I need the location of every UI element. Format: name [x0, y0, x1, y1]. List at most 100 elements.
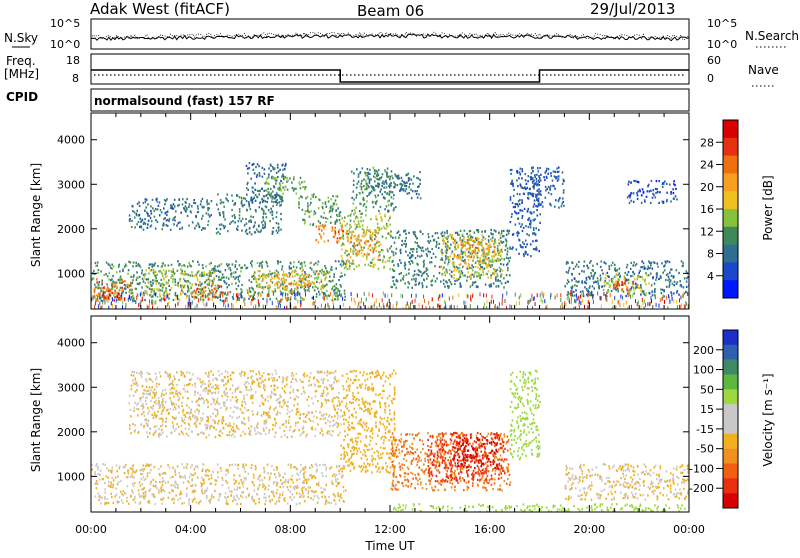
data-cell — [478, 263, 480, 265]
data-cell — [196, 288, 198, 290]
data-cell — [171, 271, 173, 273]
data-cell — [117, 296, 119, 298]
data-cell — [520, 173, 522, 175]
ground-scatter-cell — [120, 297, 121, 301]
data-cell — [325, 267, 327, 269]
data-cell — [268, 176, 270, 178]
power-ytick-label: 2000 — [57, 223, 85, 236]
data-cell — [138, 221, 140, 223]
data-cell — [162, 473, 164, 475]
data-cell — [528, 234, 530, 236]
data-cell — [276, 270, 278, 272]
data-cell — [400, 250, 402, 252]
data-cell — [91, 469, 93, 471]
data-cell — [616, 274, 618, 276]
data-cell — [628, 282, 630, 284]
data-cell — [173, 502, 175, 504]
data-cell — [386, 205, 388, 207]
data-cell — [375, 236, 377, 238]
data-cell — [361, 186, 363, 188]
data-cell — [251, 276, 253, 278]
data-cell — [533, 229, 535, 231]
data-cell — [220, 228, 222, 230]
data-cell — [346, 232, 348, 234]
data-cell — [208, 272, 210, 274]
ground-scatter-cell — [647, 302, 648, 306]
data-cell — [567, 291, 569, 293]
data-cell — [629, 196, 631, 198]
data-cell — [172, 278, 174, 280]
data-cell — [428, 236, 430, 238]
ground-scatter-cell — [626, 301, 627, 305]
data-cell — [678, 272, 680, 274]
data-cell — [344, 290, 346, 292]
data-cell — [263, 471, 265, 473]
data-cell — [155, 503, 157, 505]
ground-scatter-cell — [94, 295, 95, 299]
data-cell — [351, 231, 353, 233]
ground-scatter-cell — [567, 296, 568, 300]
data-cell — [615, 280, 617, 282]
data-cell — [276, 466, 278, 468]
data-cell — [554, 171, 556, 173]
data-cell — [179, 278, 181, 280]
data-cell — [251, 281, 253, 283]
data-cell — [138, 283, 140, 285]
data-cell — [630, 181, 632, 183]
data-cell — [387, 200, 389, 202]
data-cell — [353, 268, 355, 270]
data-cell — [328, 200, 330, 202]
data-cell — [188, 225, 190, 227]
data-cell — [98, 269, 100, 271]
data-cell — [141, 270, 143, 272]
data-cell — [506, 230, 508, 232]
data-cell — [366, 183, 368, 185]
data-cell — [279, 486, 281, 488]
data-cell — [114, 292, 116, 294]
data-cell — [237, 225, 239, 227]
data-cell — [255, 465, 257, 467]
data-cell — [347, 259, 349, 261]
data-cell — [324, 227, 326, 229]
data-cell — [307, 284, 309, 286]
data-cell — [385, 187, 387, 189]
data-cell — [389, 247, 391, 249]
data-cell — [120, 491, 122, 493]
data-cell — [132, 282, 134, 284]
ground-scatter-cell — [527, 300, 528, 304]
data-cell — [261, 198, 263, 200]
data-cell — [298, 284, 300, 286]
data-cell — [349, 224, 351, 226]
data-cell — [144, 282, 146, 284]
data-cell — [370, 265, 372, 267]
data-cell — [144, 275, 146, 277]
data-cell — [383, 255, 385, 257]
data-cell — [108, 477, 110, 479]
ground-scatter-cell — [612, 306, 613, 310]
data-cell — [270, 208, 272, 210]
data-cell — [282, 281, 284, 283]
data-cell — [129, 220, 131, 222]
ground-scatter-cell — [202, 299, 203, 303]
data-cell — [272, 166, 274, 168]
data-cell — [358, 173, 360, 175]
data-cell — [542, 201, 544, 203]
data-cell — [269, 220, 271, 222]
data-cell — [472, 260, 474, 262]
data-cell — [618, 284, 620, 286]
data-cell — [356, 187, 358, 189]
data-cell — [187, 215, 189, 217]
ground-scatter-cell — [637, 303, 638, 307]
data-cell — [311, 194, 313, 196]
data-cell — [372, 201, 374, 203]
nave-label: Nave — [748, 63, 779, 77]
data-cell — [265, 189, 267, 191]
data-cell — [404, 282, 406, 284]
data-cell — [284, 481, 286, 483]
data-cell — [262, 227, 264, 229]
data-cell — [177, 260, 179, 262]
data-cell — [495, 230, 497, 232]
data-cell — [277, 489, 279, 491]
data-cell — [318, 261, 320, 263]
data-cell — [224, 281, 226, 283]
